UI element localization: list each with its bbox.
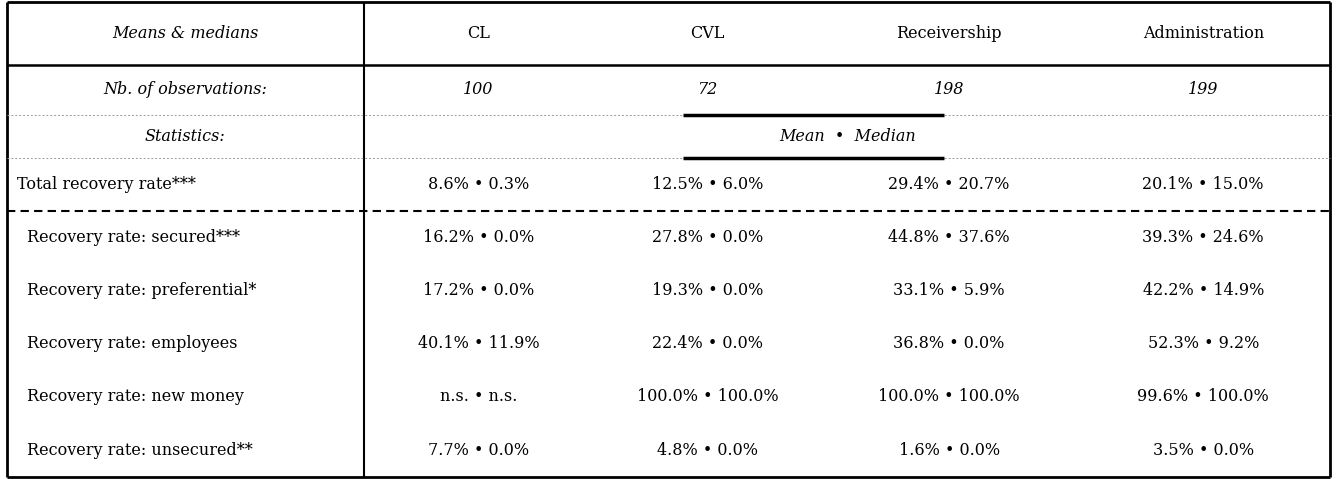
- Text: n.s. • n.s.: n.s. • n.s.: [440, 388, 517, 405]
- Text: 100.0% • 100.0%: 100.0% • 100.0%: [636, 388, 778, 405]
- Text: Recovery rate: secured***: Recovery rate: secured***: [27, 229, 239, 246]
- Text: 100: 100: [464, 81, 493, 98]
- Text: Nb. of observations:: Nb. of observations:: [103, 81, 267, 98]
- Text: 7.7% • 0.0%: 7.7% • 0.0%: [428, 442, 529, 458]
- Text: 36.8% • 0.0%: 36.8% • 0.0%: [893, 335, 1005, 353]
- Text: 19.3% • 0.0%: 19.3% • 0.0%: [652, 282, 763, 299]
- Text: 27.8% • 0.0%: 27.8% • 0.0%: [652, 229, 763, 246]
- Text: Receivership: Receivership: [896, 25, 1001, 42]
- Text: 198: 198: [935, 81, 964, 98]
- Text: 12.5% • 6.0%: 12.5% • 6.0%: [652, 176, 763, 193]
- Text: 4.8% • 0.0%: 4.8% • 0.0%: [656, 442, 758, 458]
- Text: 1.6% • 0.0%: 1.6% • 0.0%: [898, 442, 1000, 458]
- Text: 99.6% • 100.0%: 99.6% • 100.0%: [1138, 388, 1269, 405]
- Text: 17.2% • 0.0%: 17.2% • 0.0%: [422, 282, 535, 299]
- Text: 40.1% • 11.9%: 40.1% • 11.9%: [417, 335, 539, 353]
- Text: 42.2% • 14.9%: 42.2% • 14.9%: [1143, 282, 1263, 299]
- Text: Total recovery rate***: Total recovery rate***: [17, 176, 197, 193]
- Text: 44.8% • 37.6%: 44.8% • 37.6%: [888, 229, 1009, 246]
- Text: 39.3% • 24.6%: 39.3% • 24.6%: [1142, 229, 1263, 246]
- Text: 100.0% • 100.0%: 100.0% • 100.0%: [878, 388, 1020, 405]
- Text: Recovery rate: employees: Recovery rate: employees: [27, 335, 237, 353]
- Text: 3.5% • 0.0%: 3.5% • 0.0%: [1152, 442, 1254, 458]
- Text: 16.2% • 0.0%: 16.2% • 0.0%: [422, 229, 535, 246]
- Text: Administration: Administration: [1143, 25, 1263, 42]
- Text: 199: 199: [1189, 81, 1218, 98]
- Text: 29.4% • 20.7%: 29.4% • 20.7%: [888, 176, 1009, 193]
- Text: Recovery rate: new money: Recovery rate: new money: [27, 388, 243, 405]
- Text: Mean  •  Median: Mean • Median: [779, 128, 916, 145]
- Text: Recovery rate: unsecured**: Recovery rate: unsecured**: [27, 442, 253, 458]
- Text: 72: 72: [698, 81, 718, 98]
- Text: CVL: CVL: [690, 25, 725, 42]
- Text: 33.1% • 5.9%: 33.1% • 5.9%: [893, 282, 1005, 299]
- Text: 20.1% • 15.0%: 20.1% • 15.0%: [1143, 176, 1263, 193]
- Text: Means & medians: Means & medians: [112, 25, 258, 42]
- Text: 22.4% • 0.0%: 22.4% • 0.0%: [652, 335, 763, 353]
- Text: 52.3% • 9.2%: 52.3% • 9.2%: [1147, 335, 1259, 353]
- Text: Statistics:: Statistics:: [144, 128, 226, 145]
- Text: CL: CL: [467, 25, 489, 42]
- Text: Recovery rate: preferential*: Recovery rate: preferential*: [27, 282, 257, 299]
- Text: 8.6% • 0.3%: 8.6% • 0.3%: [428, 176, 529, 193]
